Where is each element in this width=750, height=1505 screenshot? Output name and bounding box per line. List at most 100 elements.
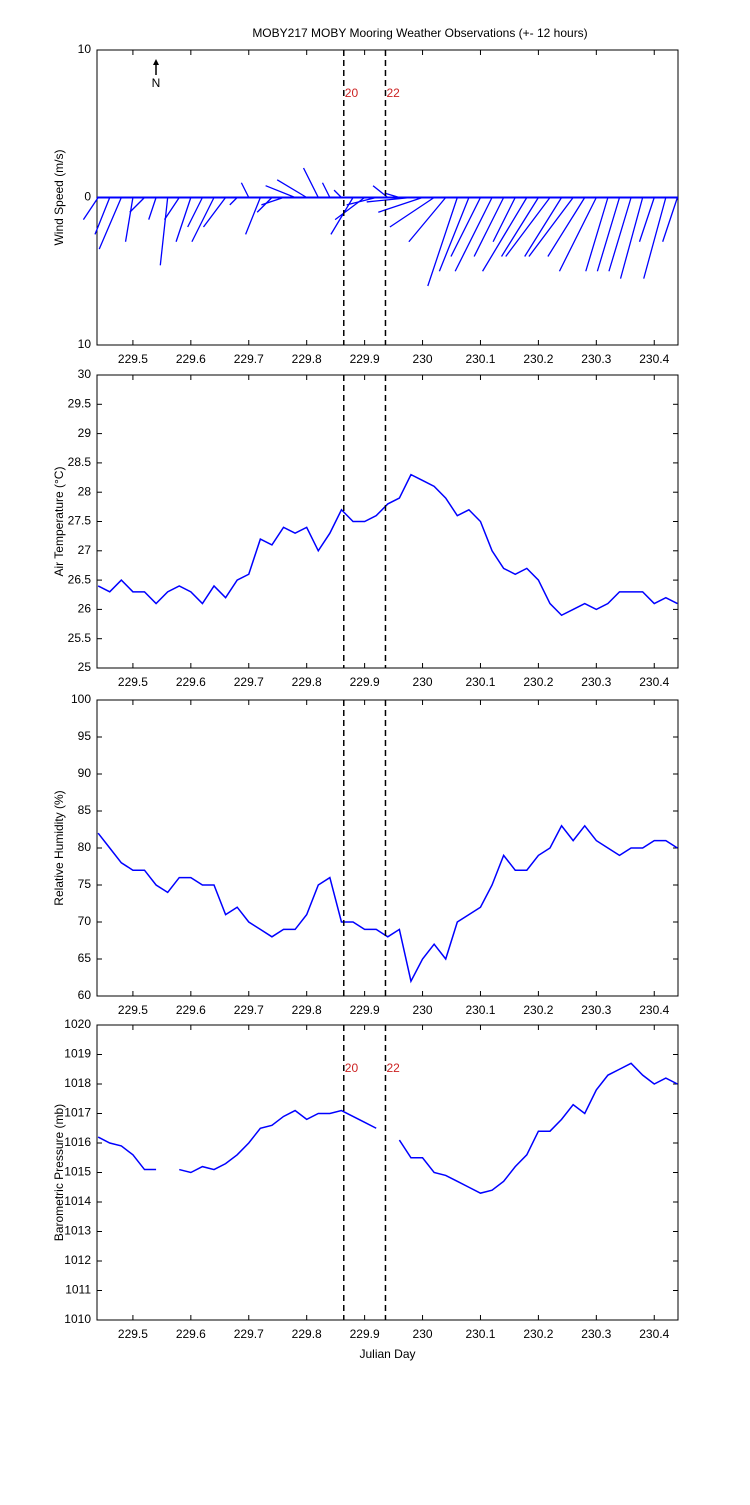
- y-axis-label: Relative Humidity (%): [52, 790, 66, 905]
- x-tick-label: 230.2: [523, 1003, 553, 1017]
- wind-stick: [94, 197, 111, 235]
- wind-stick: [334, 196, 366, 221]
- wind-stick: [333, 189, 342, 198]
- wind-stick: [159, 197, 169, 266]
- wind-stick: [256, 197, 273, 213]
- event-label: 22: [386, 86, 400, 100]
- x-tick-label: 230: [413, 352, 433, 366]
- x-tick-label: 230.4: [639, 352, 669, 366]
- north-label: N: [152, 76, 161, 90]
- x-tick-label: 229.7: [234, 352, 264, 366]
- wind-stick: [450, 197, 482, 257]
- wind-stick: [558, 197, 597, 272]
- north-arrowhead: [153, 59, 159, 65]
- wind-stick: [244, 197, 261, 235]
- wind-stick: [378, 196, 423, 213]
- wind-stick: [82, 197, 99, 220]
- x-tick-label: 230: [413, 675, 433, 689]
- x-tick-label: 230.4: [639, 1003, 669, 1017]
- wind-stick: [265, 185, 296, 199]
- y-tick-label: 1011: [65, 1283, 91, 1297]
- x-tick-label: 230.2: [523, 1327, 553, 1341]
- x-tick-label: 230.1: [465, 675, 495, 689]
- x-tick-label: 229.8: [292, 352, 322, 366]
- x-tick-label: 229.5: [118, 1003, 148, 1017]
- y-tick-label: 1010: [64, 1312, 91, 1326]
- x-tick-label: 229.8: [292, 675, 322, 689]
- wind-stick: [384, 192, 400, 199]
- x-tick-label: 229.7: [234, 675, 264, 689]
- event-label: 20: [345, 86, 359, 100]
- x-tick-label: 229.5: [118, 675, 148, 689]
- wind-stick: [202, 197, 227, 228]
- wind-stick: [124, 197, 134, 242]
- wind-stick: [427, 197, 458, 287]
- y-tick-label: 90: [78, 766, 92, 780]
- x-tick-label: 229.6: [176, 675, 206, 689]
- y-tick-label: 29.5: [68, 396, 92, 410]
- y-tick-label: 95: [78, 729, 92, 743]
- x-tick-label: 230.2: [523, 352, 553, 366]
- x-tick-label: 229.9: [350, 352, 380, 366]
- wind-stick: [585, 197, 609, 272]
- y-tick-label: 29: [78, 426, 92, 440]
- y-tick-label: 70: [78, 914, 92, 928]
- data-line: [97, 1062, 678, 1194]
- x-tick-label: 229.9: [350, 1003, 380, 1017]
- y-tick-label: 1012: [64, 1253, 91, 1267]
- wind-stick: [524, 197, 563, 257]
- y-tick-label: 27.5: [68, 514, 92, 528]
- wind-stick: [98, 197, 122, 250]
- wind-stick: [438, 197, 470, 272]
- y-tick-label: 65: [78, 951, 92, 965]
- y-tick-label: 60: [78, 988, 92, 1002]
- wind-stick: [129, 197, 145, 213]
- y-axis-label: Wind Speed (m/s): [52, 149, 66, 245]
- x-tick-label: 230.3: [581, 675, 611, 689]
- y-tick-label: 1016: [64, 1135, 91, 1149]
- x-tick-label: 230.1: [465, 1327, 495, 1341]
- y-tick-label: 75: [78, 877, 92, 891]
- wind-stick: [528, 197, 574, 257]
- wind-stick: [175, 197, 192, 242]
- chart-title: MOBY217 MOBY Mooring Weather Observation…: [252, 26, 587, 40]
- wind-stick: [346, 196, 377, 206]
- y-tick-label: 30: [78, 367, 92, 381]
- wind-stick: [276, 179, 308, 199]
- x-tick-label: 230.3: [581, 1327, 611, 1341]
- wind-stick: [389, 196, 435, 228]
- wind-stick: [596, 197, 621, 272]
- x-tick-label: 230.1: [465, 1003, 495, 1017]
- y-tick-label: 1013: [64, 1224, 91, 1238]
- wind-stick: [366, 196, 412, 203]
- y-tick-label: 28.5: [68, 455, 92, 469]
- y-tick-label: 80: [78, 840, 92, 854]
- plot-frame: [96, 699, 679, 997]
- y-tick-label: 100: [71, 692, 91, 706]
- x-tick-label: 229.5: [118, 1327, 148, 1341]
- wind-stick: [408, 197, 447, 243]
- y-tick-label: 1017: [64, 1106, 91, 1120]
- y-tick-label: 1018: [64, 1076, 91, 1090]
- x-tick-label: 229.8: [292, 1327, 322, 1341]
- wind-stick: [547, 197, 586, 257]
- x-tick-label: 230.3: [581, 352, 611, 366]
- wind-stick: [638, 197, 655, 242]
- wind-stick: [302, 167, 319, 198]
- y-tick-label: 26: [78, 602, 92, 616]
- x-tick-label: 230: [413, 1327, 433, 1341]
- y-tick-label: 27: [78, 543, 92, 557]
- wind-stick: [473, 197, 505, 257]
- y-axis-label: Barometric Pressure (mb): [52, 1104, 66, 1241]
- y-tick-label: 10: [78, 42, 92, 56]
- y-tick-label: 26.5: [68, 572, 92, 586]
- wind-stick: [321, 182, 331, 198]
- wind-stick: [662, 197, 679, 242]
- wind-stick: [187, 197, 204, 228]
- x-tick-label: 229.7: [234, 1327, 264, 1341]
- y-tick-label: 1014: [64, 1194, 91, 1208]
- wind-stick: [608, 197, 632, 272]
- wind-stick: [619, 197, 644, 279]
